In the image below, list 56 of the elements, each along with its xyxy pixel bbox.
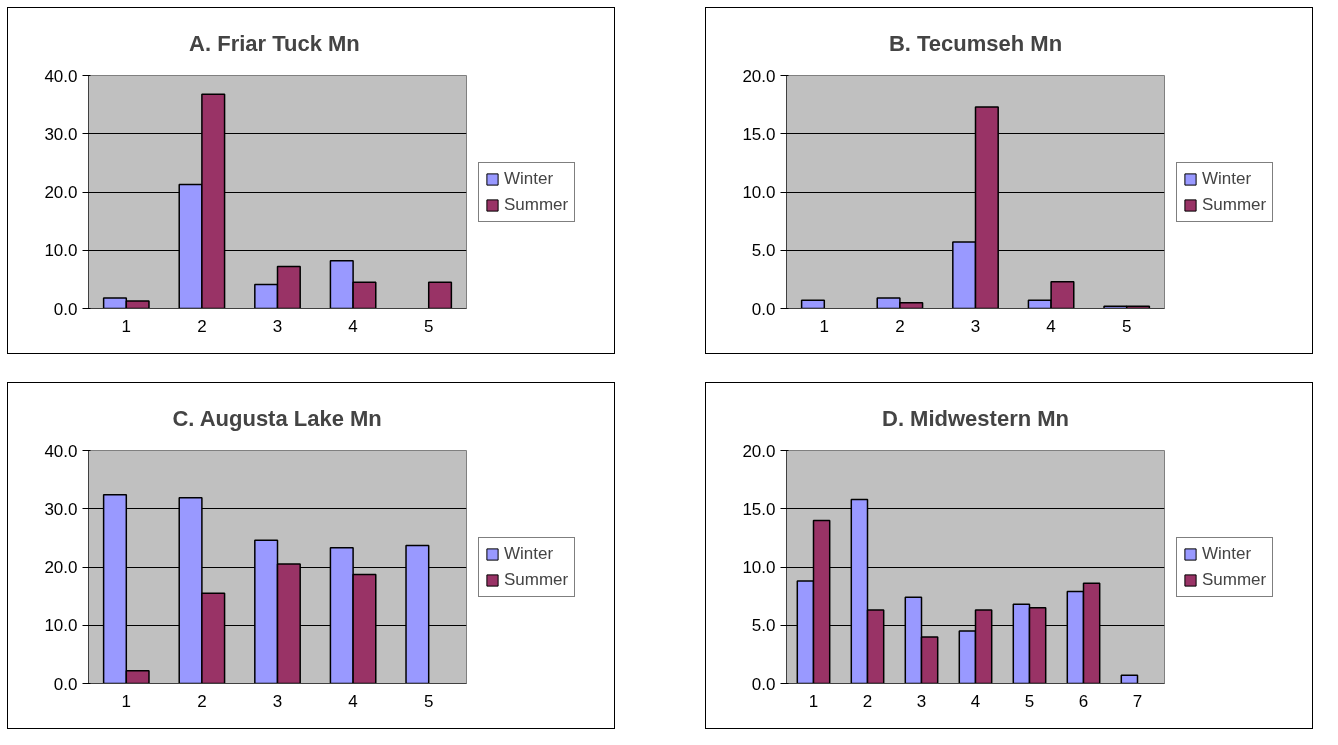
x-tick-label: 3 — [272, 316, 283, 336]
chart-title: D. Midwestern Mn — [881, 405, 1070, 431]
legend-label: Summer — [1202, 569, 1267, 590]
legend-label: Winter — [504, 168, 554, 189]
x-tick-label: 5 — [423, 316, 434, 336]
x-tick-label: 2 — [197, 316, 207, 336]
x-tick-label: 1 — [121, 316, 132, 336]
y-tick-label: 30.0 — [44, 499, 78, 519]
x-tick-label: 5 — [1024, 691, 1035, 711]
y-tick-label: 30.0 — [44, 124, 78, 144]
x-tick-label: 5 — [423, 691, 434, 711]
x-tick-label: 2 — [895, 316, 905, 336]
y-tick-label: 20.0 — [44, 558, 78, 577]
chart-title: C. Augusta Lake Mn — [172, 405, 382, 431]
y-tick-label: 5.0 — [751, 616, 776, 636]
bar — [800, 299, 826, 309]
legend-label: Summer — [504, 569, 569, 590]
y-tick-label: 20.0 — [742, 66, 776, 86]
legend-label: Summer — [504, 194, 569, 215]
y-tick-label: 15.0 — [742, 499, 776, 519]
y-tick-label: 0.0 — [53, 299, 78, 319]
y-tick-label: 15.0 — [742, 124, 776, 144]
y-tick-label: 20.0 — [742, 441, 776, 461]
x-tick-label: 2 — [197, 691, 207, 711]
y-tick-label: 0.0 — [751, 674, 776, 694]
x-tick-label: 3 — [916, 691, 927, 711]
y-tick-label: 40.0 — [44, 441, 78, 461]
y-tick-label: 20.0 — [44, 183, 78, 202]
y-tick-label: 0.0 — [751, 299, 776, 319]
y-tick-label: 0.0 — [53, 674, 78, 694]
x-tick-label: 4 — [1046, 316, 1056, 336]
x-tick-label: 7 — [1132, 691, 1143, 711]
legend-label: Winter — [1202, 543, 1252, 564]
chart-title: A. Friar Tuck Mn — [189, 30, 360, 56]
x-tick-label: 3 — [272, 691, 283, 711]
x-tick-label: 2 — [862, 691, 873, 711]
x-tick-label: 4 — [348, 316, 358, 336]
y-tick-label: 5.0 — [751, 241, 776, 261]
x-tick-label: 1 — [808, 691, 819, 711]
y-tick-label: 10.0 — [44, 241, 78, 261]
legend-label: Winter — [1202, 168, 1252, 189]
x-tick-label: 6 — [1078, 691, 1089, 711]
x-tick-label: 3 — [970, 316, 981, 336]
legend-label: Summer — [1202, 194, 1267, 215]
legend-label: Winter — [504, 543, 554, 564]
bar — [427, 281, 453, 309]
y-tick-label: 10.0 — [742, 558, 776, 577]
x-tick-label: 4 — [970, 691, 981, 711]
y-tick-label: 10.0 — [44, 616, 78, 636]
x-tick-label: 5 — [1121, 316, 1132, 336]
x-tick-label: 1 — [819, 316, 830, 336]
x-tick-label: 4 — [348, 691, 358, 711]
chart-title: B. Tecumseh Mn — [888, 30, 1063, 56]
y-tick-label: 40.0 — [44, 66, 78, 86]
x-tick-label: 1 — [121, 691, 132, 711]
y-tick-label: 10.0 — [742, 183, 776, 202]
